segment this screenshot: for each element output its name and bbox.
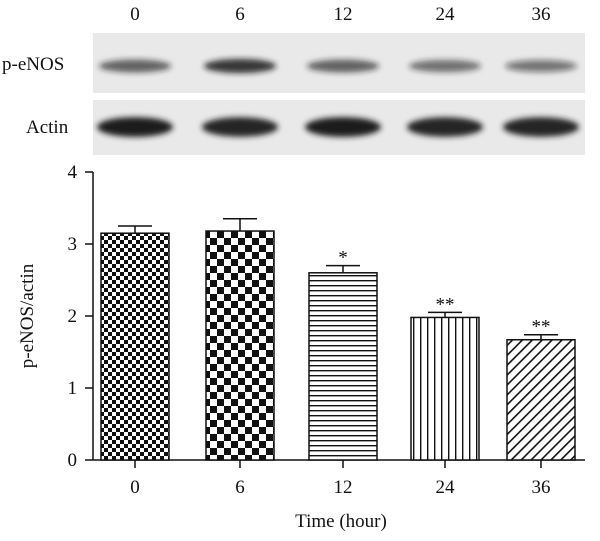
blot-band — [409, 59, 481, 73]
blot-lane-label: 12 — [334, 4, 353, 25]
blot-row-actin: Actin — [26, 100, 585, 155]
blot-bands — [97, 117, 579, 137]
significance-marker: * — [338, 248, 348, 269]
x-tick-label: 12 — [334, 477, 353, 498]
blot-row-label: p-eNOS — [2, 54, 64, 75]
x-axis-label: Time (hour) — [295, 511, 387, 532]
blot-lane-labels: 0 6 12 24 36 — [130, 4, 550, 25]
blot-lane-label: 36 — [532, 4, 551, 25]
blot-row-peNOS: p-eNOS — [2, 33, 585, 93]
blot-band — [503, 117, 579, 137]
bars: ***** — [100, 218, 576, 461]
bar — [205, 230, 275, 461]
y-tick-label: 3 — [68, 234, 78, 255]
blot-band — [505, 59, 577, 73]
blot-row-label: Actin — [26, 117, 69, 138]
blot-band — [99, 59, 171, 73]
y-tick-label: 0 — [68, 450, 78, 471]
x-tick-label: 24 — [436, 477, 456, 498]
blot-band — [307, 59, 379, 73]
blot-lane-label: 0 — [130, 4, 140, 25]
x-ticks: 0 6 12 24 36 — [130, 460, 551, 498]
bar — [308, 272, 378, 461]
y-axis-label: p-eNOS/actin — [17, 263, 38, 368]
x-tick-label: 6 — [235, 477, 245, 498]
blot-lane-label: 24 — [436, 4, 456, 25]
y-tick-label: 4 — [68, 162, 78, 183]
bar — [506, 339, 576, 461]
x-tick-label: 0 — [130, 477, 140, 498]
y-tick-label: 2 — [68, 306, 78, 327]
significance-marker: ** — [532, 317, 551, 338]
blot-band — [204, 58, 276, 74]
blot-band — [97, 117, 173, 137]
blot-lane-label: 6 — [235, 4, 245, 25]
blot-bands — [99, 58, 577, 74]
y-ticks: 0 1 2 3 4 — [68, 162, 93, 471]
significance-marker: ** — [436, 294, 455, 315]
bar — [410, 316, 480, 461]
blot-band — [305, 117, 381, 137]
x-tick-label: 36 — [532, 477, 551, 498]
blot-band — [407, 117, 483, 137]
blot-band — [202, 117, 278, 137]
y-tick-label: 1 — [68, 378, 78, 399]
bar — [100, 232, 170, 461]
